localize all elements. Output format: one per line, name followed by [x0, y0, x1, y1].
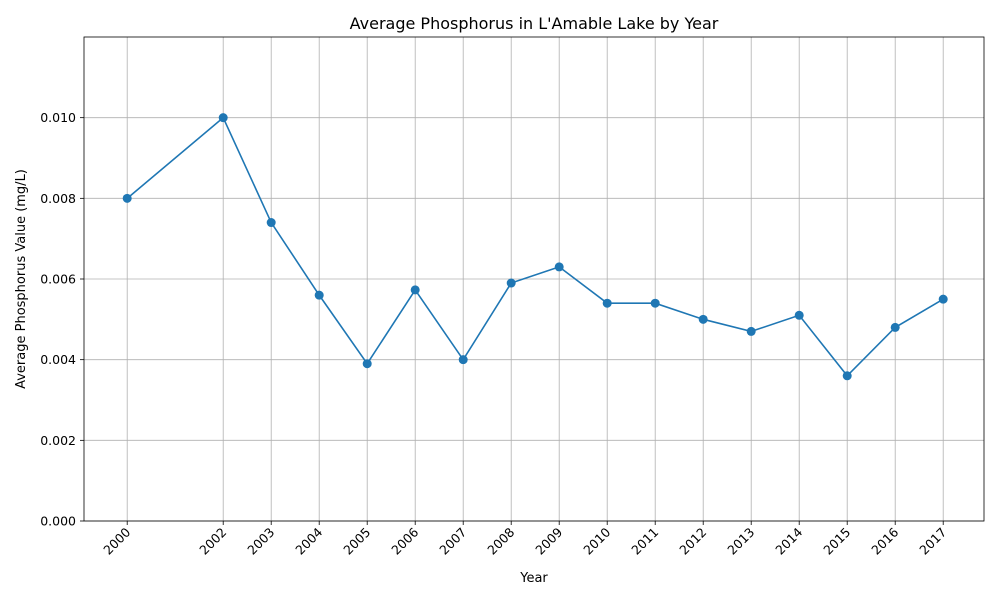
y-tick-label: 0.002	[40, 433, 76, 448]
x-tick-label: 2007	[436, 525, 469, 558]
y-tick-label: 0.008	[40, 191, 76, 206]
y-tick-label: 0.000	[40, 514, 76, 529]
data-point-marker	[602, 298, 612, 308]
data-point-marker	[842, 371, 852, 381]
x-tick-label: 2000	[100, 524, 133, 557]
y-axis-title: Average Phosphorus Value (mg/L)	[14, 169, 29, 389]
x-axis-title: Year	[519, 571, 548, 586]
data-point-marker	[890, 322, 900, 332]
data-point-marker	[122, 193, 132, 203]
x-tick-label: 2006	[388, 524, 421, 557]
data-point-marker	[362, 359, 372, 369]
x-tick-label: 2004	[292, 524, 325, 557]
x-tick-label: 2010	[580, 524, 613, 557]
data-point-marker	[794, 310, 804, 320]
data-point-marker	[458, 355, 468, 365]
data-point-marker	[554, 262, 564, 272]
y-tick-label: 0.006	[40, 272, 76, 287]
x-tick-label: 2011	[628, 525, 661, 558]
data-point-marker	[314, 290, 324, 300]
x-tick-label: 2008	[484, 524, 517, 557]
data-point-marker	[698, 314, 708, 324]
grid	[84, 37, 984, 522]
x-tick-label: 2012	[676, 525, 709, 558]
data-point-marker	[938, 294, 948, 304]
x-tick-label: 2017	[916, 525, 949, 558]
y-axis-ticks: 0.000 0.002 0.004 0.006 0.008 0.010	[40, 110, 84, 529]
data-point-marker	[506, 278, 516, 288]
y-tick-label: 0.010	[40, 110, 76, 125]
x-axis-ticks: 2000 2002 2003 2004 2005 2006 2007 2008 2009 2010…	[100, 521, 949, 558]
data-point-marker	[650, 298, 660, 308]
x-tick-label: 2014	[772, 524, 805, 557]
data-point-marker	[410, 285, 420, 295]
x-tick-label: 2009	[532, 524, 565, 557]
x-tick-label: 2013	[724, 525, 757, 558]
x-tick-label: 2003	[244, 525, 277, 558]
y-tick-label: 0.004	[40, 352, 76, 367]
x-tick-label: 2005	[340, 525, 373, 558]
data-point-marker	[218, 113, 228, 123]
chart-title: Average Phosphorus in L'Amable Lake by Y…	[350, 14, 719, 33]
data-point-marker	[746, 326, 756, 336]
series-layer	[122, 113, 948, 381]
data-point-marker	[266, 218, 276, 228]
x-tick-label: 2016	[868, 524, 901, 557]
x-tick-label: 2015	[820, 525, 853, 558]
x-tick-label: 2002	[196, 525, 229, 558]
series-line	[126, 116, 944, 378]
